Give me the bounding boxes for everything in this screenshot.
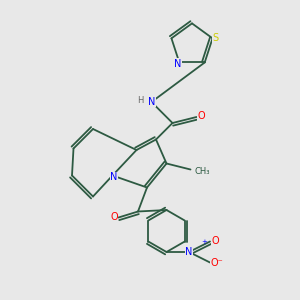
Text: CH₃: CH₃ bbox=[194, 167, 210, 176]
Text: O: O bbox=[197, 110, 205, 121]
Text: O: O bbox=[212, 236, 219, 247]
Text: +: + bbox=[201, 238, 207, 244]
Text: N: N bbox=[185, 247, 193, 257]
Text: N: N bbox=[110, 172, 118, 182]
Text: O: O bbox=[110, 212, 118, 223]
Text: O⁻: O⁻ bbox=[210, 257, 223, 268]
Text: S: S bbox=[212, 33, 219, 43]
Text: N: N bbox=[148, 97, 155, 107]
Text: H: H bbox=[137, 96, 143, 105]
Text: N: N bbox=[174, 59, 182, 69]
